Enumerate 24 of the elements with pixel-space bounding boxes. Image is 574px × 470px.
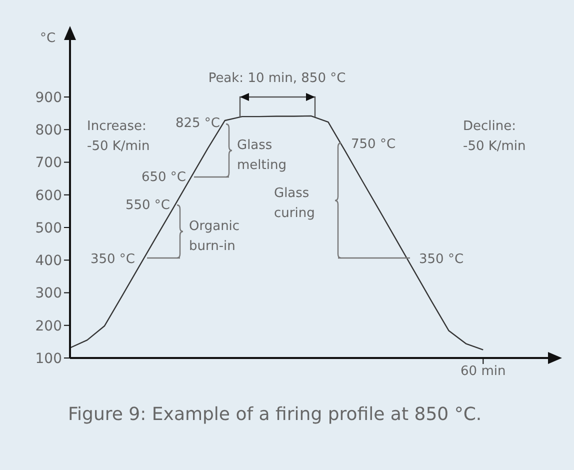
annotation: 650 °C	[141, 170, 186, 185]
y-tick-label: 700	[35, 155, 62, 172]
caption: Figure 9: Example of a firing profile at 850 °C.	[68, 404, 482, 425]
annotation: 825 °C	[175, 116, 220, 131]
annotation: Peak: 10 min, 850 °C	[208, 71, 346, 86]
annotation: 550 °C	[125, 198, 170, 213]
y-tick-label: 600	[35, 188, 62, 204]
y-tick-label: 300	[35, 286, 62, 302]
x-tick-label: 60 min	[460, 364, 506, 380]
y-tick-label: 100	[35, 350, 62, 367]
annotation: Glass melting	[237, 138, 286, 173]
annotation: Decline: -50 K/min	[463, 119, 526, 154]
annotation: 350 °C	[419, 252, 464, 267]
y-tick-label: 400	[35, 253, 62, 270]
y-tick-label: 500	[35, 220, 62, 236]
annotation: 750 °C	[351, 137, 396, 152]
y-tick-label: 900	[35, 90, 62, 106]
annotation: Organic burn-in	[189, 219, 240, 254]
annotation: Glass curing	[274, 186, 315, 221]
y-tick-label: 800	[35, 122, 62, 139]
annotation: Increase: -50 K/min	[87, 119, 150, 154]
y-tick-label: 200	[35, 318, 62, 334]
y-axis-title: °C	[40, 31, 56, 46]
annotation: 350 °C	[90, 252, 135, 267]
